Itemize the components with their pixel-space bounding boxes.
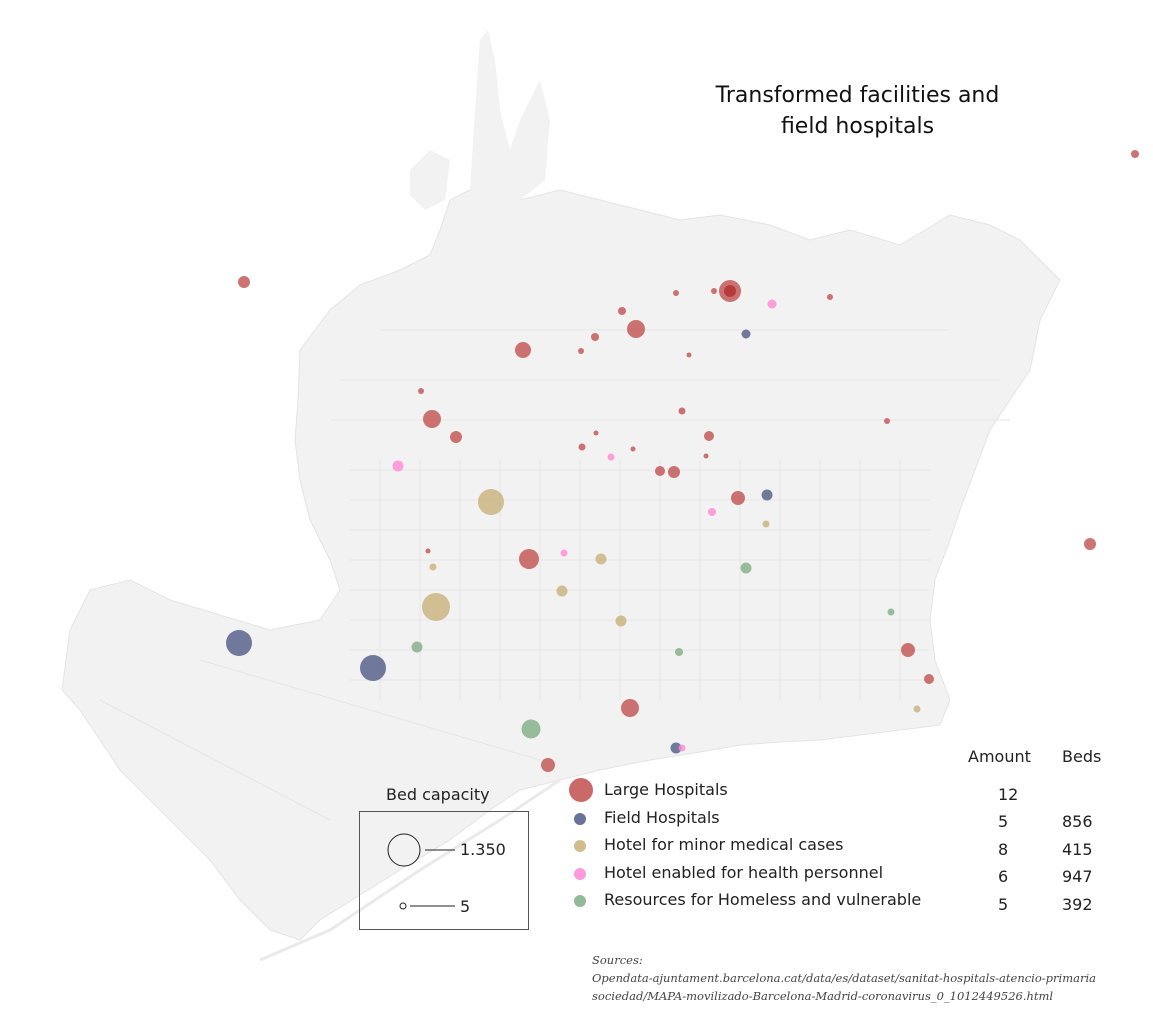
sources-line-2: sociedad/MAPA-movilizado-Barcelona-Madri… xyxy=(592,989,1054,1003)
amount-hotel-minor: 8 xyxy=(998,840,1009,859)
street-grid xyxy=(99,329,1010,821)
large-hospital-marker xyxy=(884,418,890,424)
map-title: Transformed facilities and field hospita… xyxy=(690,80,1025,142)
large-hospital-marker xyxy=(627,320,645,338)
bed-capacity-box: 1.350 5 xyxy=(359,811,529,930)
field-hospital-marker xyxy=(670,742,682,754)
legend-label: Hotel enabled for health personnel xyxy=(604,863,884,882)
hotel-health-marker xyxy=(607,453,615,461)
field-hospital-marker xyxy=(226,630,252,656)
amount-hotel-health: 6 xyxy=(998,867,1009,886)
large-hospital-marker xyxy=(655,466,665,476)
amount-field-hospitals: 5 xyxy=(998,812,1009,831)
beds-hotel-health: 947 xyxy=(1062,867,1093,886)
large-hospital-swatch xyxy=(569,778,593,802)
large-hospital-marker xyxy=(703,453,709,459)
large-hospital-marker xyxy=(591,333,599,341)
homeless-marker xyxy=(740,562,752,574)
large-hospital-marker xyxy=(924,674,934,684)
homeless-marker xyxy=(675,648,683,656)
hotel-minor-marker xyxy=(595,553,607,565)
field-hospital-swatch xyxy=(574,813,586,825)
hotel-minor-marker xyxy=(478,489,504,515)
homeless-swatch xyxy=(574,895,586,907)
hotel-minor-marker xyxy=(556,585,568,597)
legend-label: Hotel for minor medical cases xyxy=(604,835,844,854)
hotel-minor-swatch xyxy=(574,840,586,852)
beds-header: Beds xyxy=(1062,747,1102,766)
large-hospital-marker xyxy=(704,431,714,441)
sources: Sources: Opendata-ajuntament.barcelona.c… xyxy=(592,951,1096,1005)
hotel-health-marker xyxy=(560,549,568,557)
large-hospital-marker xyxy=(711,288,717,294)
hotel-minor-marker xyxy=(422,593,450,621)
port-road xyxy=(259,778,561,962)
hotel-minor-marker xyxy=(913,705,921,713)
amount-header: Amount xyxy=(968,747,1031,766)
large-hospital-marker xyxy=(515,342,531,358)
field-hospital-marker xyxy=(741,329,751,339)
large-hospital-marker xyxy=(678,407,686,415)
hotel-health-marker xyxy=(392,460,404,472)
large-hospital-marker xyxy=(724,285,736,297)
hotel-minor-marker xyxy=(429,563,437,571)
legend-label: Field Hospitals xyxy=(604,808,720,827)
homeless-marker xyxy=(411,641,423,653)
max-capacity-circle xyxy=(387,833,421,867)
homeless-marker xyxy=(887,608,895,616)
large-hospital-marker xyxy=(618,307,626,315)
title-line-1: Transformed facilities and xyxy=(715,83,1000,108)
large-hospital-marker xyxy=(450,431,462,443)
sources-line-1: Opendata-ajuntament.barcelona.cat/data/e… xyxy=(592,971,1097,985)
title-line-2: field hospitals xyxy=(780,114,935,139)
beds-field-hospitals: 856 xyxy=(1062,812,1093,831)
beds-homeless: 392 xyxy=(1062,895,1093,914)
facility-points xyxy=(226,150,1139,772)
city-outline xyxy=(61,174,1061,941)
hotel-health-marker xyxy=(678,744,686,752)
large-hospital-marker xyxy=(668,466,680,478)
min-capacity-circle xyxy=(399,902,407,910)
large-hospital-marker xyxy=(630,446,636,452)
max-capacity-label: 1.350 xyxy=(460,840,506,859)
homeless-marker xyxy=(521,719,541,739)
large-hospital-marker xyxy=(238,276,250,288)
hotel-health-marker xyxy=(767,299,777,309)
sources-label: Sources: xyxy=(592,953,643,967)
large-hospital-marker xyxy=(578,443,586,451)
legend-label: Large Hospitals xyxy=(604,780,728,799)
amount-large-hospitals: 12 xyxy=(998,785,1019,804)
hotel-health-marker xyxy=(708,508,716,516)
large-hospital-marker xyxy=(541,758,555,772)
hotel-minor-marker xyxy=(762,520,770,528)
large-hospital-marker xyxy=(418,388,424,394)
min-capacity-label: 5 xyxy=(460,897,471,916)
large-hospital-marker xyxy=(423,410,441,428)
large-hospital-marker xyxy=(593,430,599,436)
large-hospital-marker xyxy=(578,348,584,354)
city-land-mass xyxy=(61,30,1061,962)
northern-hills xyxy=(470,30,550,200)
field-hospital-marker xyxy=(360,655,386,681)
large-hospital-marker xyxy=(673,290,679,296)
large-hospital-marker xyxy=(519,549,539,569)
hotel-minor-marker xyxy=(615,615,627,627)
large-hospital-marker xyxy=(686,352,692,358)
large-hospital-marker xyxy=(621,699,639,717)
field-hospital-marker xyxy=(761,489,773,501)
large-hospital-marker xyxy=(827,294,833,300)
hill-fragment xyxy=(410,150,450,210)
hotel-health-swatch xyxy=(574,868,586,880)
legend-label: Resources for Homeless and vulnerable xyxy=(604,890,922,909)
large-hospital-marker xyxy=(901,643,915,657)
large-hospital-marker xyxy=(1084,538,1096,550)
large-hospital-marker xyxy=(1131,150,1139,158)
bed-capacity-title: Bed capacity xyxy=(386,785,490,804)
bed-capacity-symbols xyxy=(387,833,455,910)
beds-hotel-minor: 415 xyxy=(1062,840,1093,859)
large-hospital-marker xyxy=(425,548,431,554)
large-hospital-marker xyxy=(731,491,745,505)
amount-homeless: 5 xyxy=(998,895,1009,914)
